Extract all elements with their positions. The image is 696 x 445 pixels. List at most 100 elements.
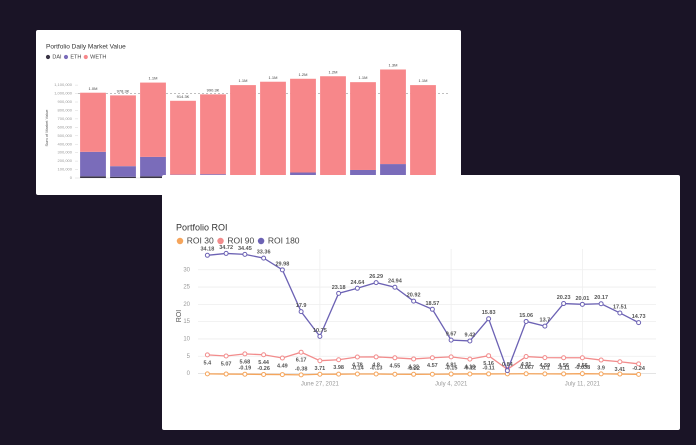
data-label: 20.23 (557, 295, 571, 301)
data-label: 24.64 (350, 280, 365, 286)
bar-segment (350, 82, 376, 170)
data-label: -0.19 (239, 366, 252, 372)
total-label: 1.2M (299, 72, 308, 77)
total-label: 1.3M (389, 63, 398, 68)
point (448, 337, 454, 343)
data-label: 4.91 (521, 362, 532, 368)
data-label: -0.1 (540, 365, 549, 371)
data-label: -0.26 (257, 366, 270, 372)
y-tick-label: 0 (70, 175, 73, 180)
y-tick-label: 15 (183, 319, 190, 325)
legend-label: ROI 180 (268, 235, 300, 245)
roi-chart: ROI 30 ROI 90 ROI 180 0 5 10 15 20 25 30 June 27, … (176, 235, 656, 388)
data-label: 5.07 (221, 361, 232, 367)
total-label: 1.0M (89, 86, 98, 91)
legend-swatch (83, 54, 88, 60)
legend-swatch (176, 237, 184, 245)
total-label: 1.1M (149, 76, 158, 81)
point (392, 355, 398, 361)
data-label: -0.22 (407, 366, 420, 372)
point (467, 371, 473, 377)
y-tick-label: 200,000 (58, 158, 73, 163)
bar-segment (80, 151, 106, 177)
point (279, 355, 285, 361)
line (207, 351, 639, 371)
data-label: 17.9 (296, 303, 307, 309)
data-label: 3.71 (315, 366, 326, 372)
point (523, 371, 529, 377)
y-tick-label: 25 (183, 285, 190, 291)
point (448, 354, 454, 360)
point (561, 355, 567, 361)
y-tick-label: 30 (183, 267, 190, 273)
data-label: 33.36 (257, 250, 271, 256)
data-label: 4.22 (408, 364, 419, 370)
point (429, 371, 435, 377)
point (579, 301, 585, 307)
point (392, 371, 398, 377)
point (204, 371, 210, 377)
x-tick-label: July 4, 2021 (435, 382, 468, 388)
data-label: 4.56 (558, 363, 569, 369)
point (523, 354, 529, 360)
point (336, 357, 342, 363)
point (317, 333, 323, 339)
point (411, 356, 417, 362)
point (542, 371, 548, 377)
data-label: -0.11 (558, 365, 570, 371)
data-label: 26.29 (369, 274, 383, 280)
data-label: -0.13 (370, 365, 383, 371)
data-label: 6.17 (296, 358, 307, 364)
y-axis-label: ROI (176, 310, 183, 323)
bar-segment (290, 78, 316, 173)
bar-segment (110, 176, 136, 178)
bar-segment (170, 100, 196, 175)
bar-segment (80, 92, 106, 152)
data-label: -0.15 (445, 366, 458, 372)
data-label: 4.56 (577, 363, 588, 369)
data-label: 10.75 (313, 328, 327, 334)
point (561, 301, 567, 307)
data-label: -0.24 (632, 366, 645, 372)
bar-segment (230, 85, 256, 177)
chart-title: Portfolio ROI (176, 222, 228, 232)
data-label: 15.06 (519, 313, 533, 319)
point (579, 371, 585, 377)
bar-segment (110, 166, 136, 177)
point (354, 371, 360, 377)
point (317, 358, 323, 364)
data-label: 13.7 (540, 318, 551, 324)
total-label: 1.1M (269, 75, 278, 80)
point (486, 316, 492, 322)
legend-swatch (217, 237, 224, 245)
point (204, 352, 210, 358)
data-label: 5.44 (258, 360, 270, 366)
legend-swatch (45, 54, 51, 60)
data-label: -0.12 (464, 365, 477, 371)
data-label: 4.55 (390, 363, 401, 369)
x-tick-label: June 27, 2021 (301, 382, 340, 388)
point (298, 309, 304, 315)
data-label: 14.73 (632, 314, 646, 320)
point (617, 359, 623, 365)
legend-swatch (63, 54, 69, 60)
legend-label: ROI 30 (187, 235, 214, 245)
y-axis-label: Sum of Market Value (44, 109, 49, 147)
total-label: 1.1M (359, 75, 368, 80)
point (598, 357, 604, 363)
point (448, 371, 454, 377)
point (242, 251, 248, 257)
point (504, 368, 510, 374)
data-label: 9.67 (446, 332, 457, 338)
point (204, 252, 210, 258)
point (561, 371, 567, 377)
bar-segment (110, 95, 136, 167)
bar-segment (350, 169, 376, 177)
point (486, 353, 492, 359)
chart-title: Portfolio Daily Market Value (46, 44, 126, 51)
legend-label: ROI 90 (227, 235, 254, 245)
point (242, 371, 248, 377)
total-label: 1.2M (329, 69, 338, 74)
data-label: 4.16 (465, 365, 476, 371)
data-label: 15.83 (482, 310, 496, 316)
